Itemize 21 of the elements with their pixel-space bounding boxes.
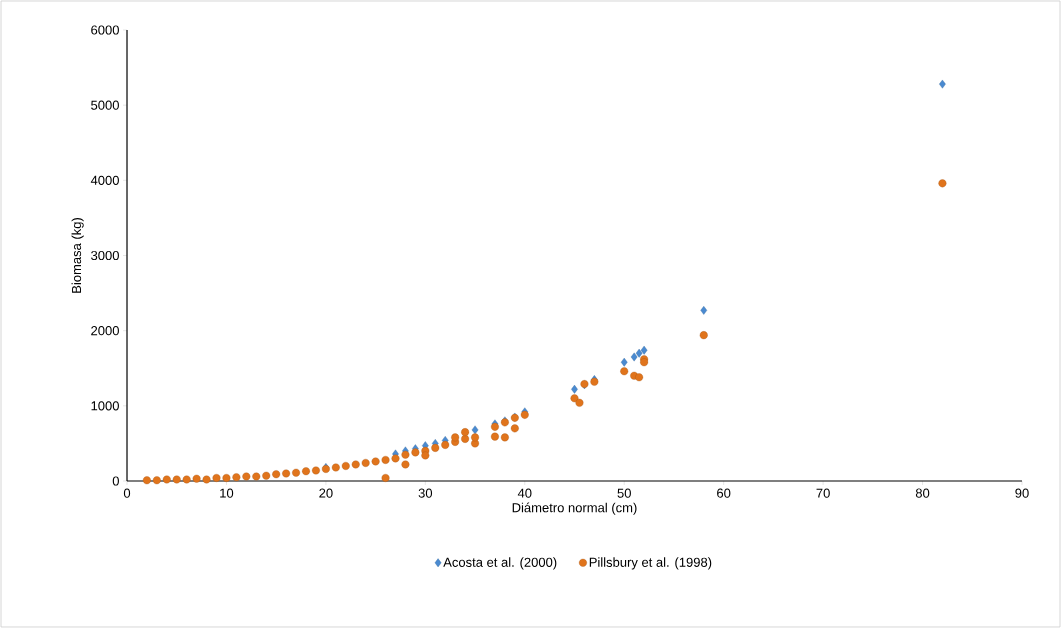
y-tick-label: 5000	[91, 100, 119, 110]
legend-label: Acosta et al. (2000)	[443, 557, 557, 570]
x-tick-label: 0	[123, 488, 131, 498]
x-tick-label: 20	[319, 488, 333, 498]
x-tick-label: 10	[220, 488, 234, 498]
x-tick-label: 30	[418, 488, 433, 498]
x-tick-label: 40	[517, 488, 532, 498]
y-tick-label: 0	[112, 476, 119, 486]
x-axis-title: Diámetro normal (cm)	[512, 502, 637, 515]
y-tick-label: 1000	[91, 401, 119, 411]
y-tick-label: 2000	[91, 326, 119, 336]
y-tick-label: 6000	[91, 25, 119, 35]
x-tick-label: 80	[915, 488, 930, 498]
x-tick-label: 50	[617, 488, 631, 498]
x-tick-label: 70	[816, 488, 830, 498]
y-tick-label: 3000	[91, 250, 119, 261]
x-tick-label: 90	[1015, 488, 1029, 498]
y-tick-label: 4000	[90, 175, 119, 185]
legend-label: Pillsbury et al. (1998)	[589, 557, 712, 570]
y-axis-title: Biomasa (kg)	[71, 218, 84, 293]
x-tick-label: 60	[717, 488, 731, 498]
